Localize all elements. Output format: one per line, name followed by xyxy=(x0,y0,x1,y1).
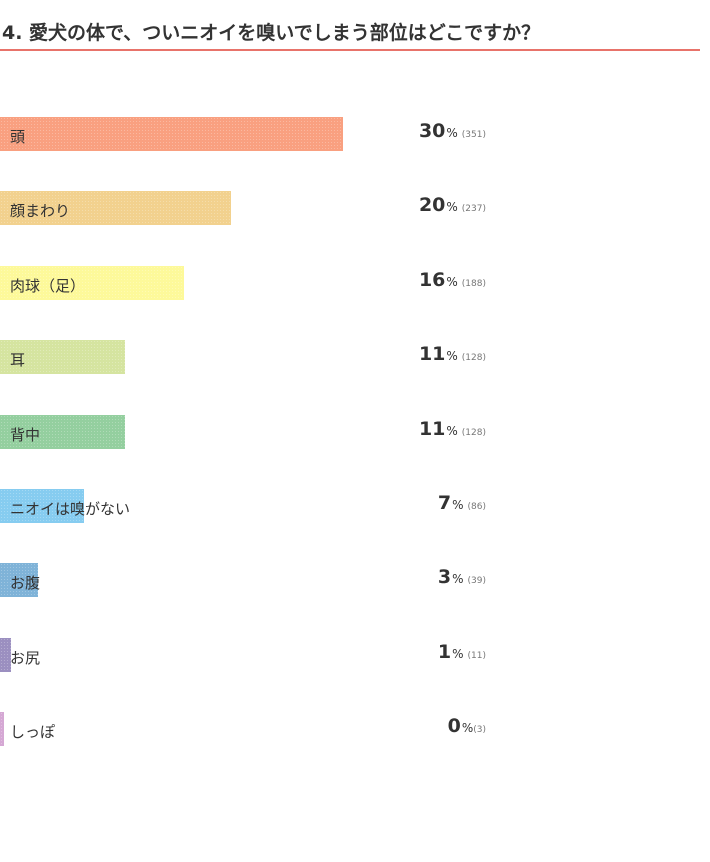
bar xyxy=(0,117,343,151)
bar xyxy=(0,340,125,374)
percent-unit: % xyxy=(446,275,458,289)
bar-row: ニオイは嗅がない 7% (86) xyxy=(0,489,700,523)
bar-label: しっぽ xyxy=(10,723,56,741)
title-underline xyxy=(0,49,700,51)
percent-unit: % xyxy=(452,572,464,586)
bar-label: お腹 xyxy=(10,574,41,592)
response-count: (11) xyxy=(467,651,486,661)
value-label: 0%(3) xyxy=(448,714,486,742)
response-count: (237) xyxy=(461,204,486,214)
bar-label: ニオイは嗅がない xyxy=(10,500,131,518)
value-label: 20% (237) xyxy=(419,193,486,221)
bar xyxy=(0,266,184,300)
percent-value: 16 xyxy=(418,269,446,291)
value-label: 11% (128) xyxy=(419,417,486,445)
response-count: (3) xyxy=(473,725,486,735)
bar xyxy=(0,489,84,523)
bar-row: 肉球（足） 16% (188) xyxy=(0,266,700,300)
bar xyxy=(0,191,232,225)
percent-value: 30 xyxy=(418,120,446,142)
response-count: (86) xyxy=(467,502,486,512)
chart-title: 4. 愛犬の体で、ついニオイを嗅いでしまう部位はどこですか？ xyxy=(2,22,541,44)
bar xyxy=(0,712,4,746)
percent-unit: % xyxy=(446,126,458,140)
bar-row: お尻 1% (11) xyxy=(0,638,700,672)
percent-unit: % xyxy=(452,498,464,512)
response-count: (351) xyxy=(461,130,486,140)
percent-unit: % xyxy=(461,721,474,735)
bar-label: お尻 xyxy=(10,649,41,667)
value-label: 11% (128) xyxy=(419,342,486,370)
percent-value: 20 xyxy=(418,194,446,216)
value-label: 7% (86) xyxy=(438,491,486,519)
percent-unit: % xyxy=(446,349,458,363)
bar-label: 肉球（足） xyxy=(10,277,86,295)
bar-label: 顔まわり xyxy=(10,202,71,220)
bar xyxy=(0,563,39,597)
bar-row: 耳 11% (128) xyxy=(0,340,700,374)
percent-unit: % xyxy=(446,424,458,438)
response-count: (128) xyxy=(461,353,486,363)
percent-value: 0 xyxy=(447,715,461,737)
bar-label: 背中 xyxy=(10,426,41,444)
response-count: (128) xyxy=(461,428,486,438)
response-count: (188) xyxy=(461,279,486,289)
percent-value: 1 xyxy=(437,641,452,663)
bar-row: 背中 11% (128) xyxy=(0,415,700,449)
bar-row: お腹 3% (39) xyxy=(0,563,700,597)
percent-value: 7 xyxy=(437,492,452,514)
value-label: 16% (188) xyxy=(419,268,486,296)
value-label: 3% (39) xyxy=(438,565,486,593)
value-label: 1% (11) xyxy=(438,640,486,668)
response-count: (39) xyxy=(467,576,486,586)
percent-unit: % xyxy=(446,200,458,214)
percent-value: 11 xyxy=(418,418,446,440)
percent-value: 3 xyxy=(437,566,452,588)
bar xyxy=(0,638,11,672)
percent-unit: % xyxy=(452,647,464,661)
value-label: 30% (351) xyxy=(419,119,486,147)
bar-row: 頭 30% (351) xyxy=(0,117,700,151)
bar-label: 耳 xyxy=(10,351,26,369)
bar xyxy=(0,415,125,449)
bar-row: 顔まわり 20% (237) xyxy=(0,191,700,225)
percent-value: 11 xyxy=(418,343,446,365)
bar-label: 頭 xyxy=(10,128,26,146)
bar-row: しっぽ 0%(3) xyxy=(0,712,700,746)
